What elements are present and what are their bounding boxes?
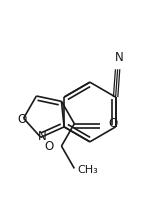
Text: O: O <box>108 117 117 130</box>
Text: O: O <box>17 113 26 126</box>
Text: N: N <box>38 130 47 143</box>
Text: N: N <box>115 51 124 64</box>
Text: CH₃: CH₃ <box>77 166 98 175</box>
Text: O: O <box>44 140 54 152</box>
